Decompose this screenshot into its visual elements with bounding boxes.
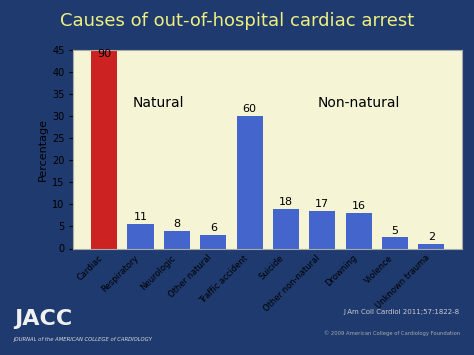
Text: Natural: Natural <box>133 96 184 110</box>
Text: © 2009 American College of Cardiology Foundation: © 2009 American College of Cardiology Fo… <box>324 330 460 336</box>
Bar <box>237 116 263 248</box>
Text: 11: 11 <box>134 212 147 223</box>
Bar <box>309 211 336 248</box>
Y-axis label: Percentage: Percentage <box>38 118 48 181</box>
Text: 5: 5 <box>392 226 399 236</box>
Bar <box>128 224 154 248</box>
Bar <box>382 237 408 248</box>
Bar <box>164 231 190 248</box>
Bar <box>200 235 227 248</box>
Text: Causes of out-of-hospital cardiac arrest: Causes of out-of-hospital cardiac arrest <box>60 12 414 31</box>
Text: 17: 17 <box>315 199 329 209</box>
Bar <box>273 209 299 248</box>
Bar <box>419 244 445 248</box>
Text: JACC: JACC <box>14 309 73 329</box>
Text: JOURNAL of the AMERICAN COLLEGE of CARDIOLOGY: JOURNAL of the AMERICAN COLLEGE of CARDI… <box>14 337 153 342</box>
Text: 90: 90 <box>97 49 111 59</box>
Text: Non-natural: Non-natural <box>318 96 400 110</box>
Text: J Am Coll Cardiol 2011;57:1822-8: J Am Coll Cardiol 2011;57:1822-8 <box>344 309 460 315</box>
Text: 18: 18 <box>279 197 293 207</box>
Bar <box>346 213 372 248</box>
Text: 60: 60 <box>243 104 256 114</box>
Text: 8: 8 <box>173 219 181 229</box>
Text: 2: 2 <box>428 232 435 242</box>
Text: 16: 16 <box>352 201 366 211</box>
Bar <box>91 50 117 248</box>
Text: 6: 6 <box>210 224 217 234</box>
